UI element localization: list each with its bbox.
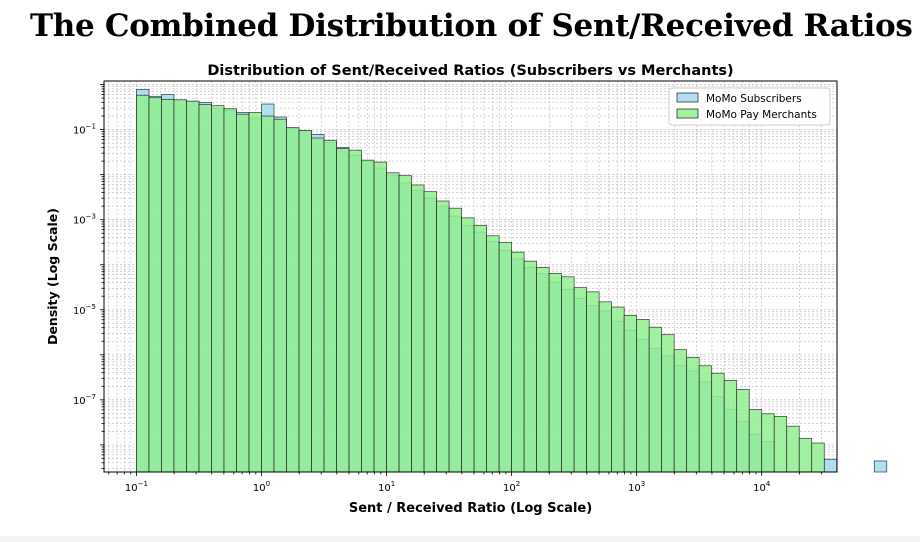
merchant-bar (448, 207, 462, 473)
merchant-bar (598, 301, 613, 473)
y-tick-label: 10−5 (73, 303, 96, 317)
merchant-bar (411, 184, 425, 473)
y-axis-label: Density (Log Scale) (45, 208, 60, 345)
merchant-bar (673, 349, 688, 473)
merchant-bar (236, 113, 250, 473)
merchant-bar (686, 356, 700, 473)
merchant-bar (736, 389, 750, 473)
merchant-bar (661, 334, 675, 473)
y-tick-label: 10−3 (73, 213, 96, 227)
merchant-bar (561, 276, 575, 473)
merchant-bar (611, 306, 625, 473)
legend-swatch (676, 108, 699, 119)
plot-frame (103, 80, 838, 473)
axis-ticks: 10−1 100 101 102 103 104 10−1 10−3 10−5 10−7 (73, 84, 822, 494)
merchant-bar (323, 139, 337, 473)
merchant-bar (648, 326, 663, 473)
merchant-bar (423, 191, 437, 473)
merchant-bar (698, 365, 713, 473)
x-tick-label: 102 (503, 480, 520, 494)
merchant-bar (636, 319, 650, 473)
subscriber-bar (873, 460, 888, 473)
merchant-bar (498, 242, 512, 473)
merchant-bar (798, 437, 813, 473)
merchant-bar (161, 98, 175, 473)
merchant-bar (486, 235, 500, 473)
merchant-bar (761, 413, 775, 473)
merchant-bar (623, 315, 638, 473)
merchant-bar (298, 130, 312, 473)
merchant-bar (373, 161, 387, 473)
merchant-bar (173, 99, 187, 473)
legend-label: MoMo Pay Merchants (706, 109, 817, 121)
merchant-bar (398, 175, 412, 473)
merchant-bar (711, 372, 725, 473)
chart-title: Distribution of Sent/Received Ratios (Su… (207, 63, 733, 79)
histogram-bars (136, 89, 888, 473)
merchant-bar (136, 94, 150, 473)
merchant-bar (723, 380, 738, 473)
merchant-bar (273, 118, 287, 473)
merchant-bar (748, 409, 763, 473)
merchant-bar (348, 149, 362, 473)
x-tick-label: 10−1 (125, 480, 148, 494)
x-tick-label: 104 (753, 480, 771, 494)
merchant-bar (198, 104, 212, 473)
merchant-bar (211, 105, 225, 473)
merchant-bar (586, 291, 600, 473)
legend: MoMo Subscribers MoMo Pay Merchants (668, 87, 831, 126)
x-tick-label: 100 (253, 480, 270, 494)
merchant-bar (786, 425, 800, 473)
merchant-bar (361, 159, 375, 473)
x-axis-label: Sent / Received Ratio (Log Scale) (349, 501, 592, 516)
legend-label: MoMo Subscribers (706, 93, 802, 105)
subscriber-bar (823, 458, 838, 473)
legend-swatch (676, 92, 699, 103)
merchant-bar (548, 273, 562, 473)
merchant-bar (461, 217, 475, 473)
x-tick-label: 101 (378, 480, 395, 494)
merchant-bar (536, 267, 550, 473)
page-title: The Combined Distribution of Sent/Receiv… (30, 8, 913, 44)
merchant-bar (186, 100, 200, 473)
merchant-bar (473, 224, 487, 473)
merchant-bar (223, 108, 237, 473)
merchant-bar (286, 127, 300, 473)
merchant-bar (573, 287, 587, 473)
merchant-bar (386, 172, 400, 473)
bottom-divider (0, 536, 920, 542)
merchant-bar (311, 137, 325, 473)
merchant-bar (261, 115, 275, 473)
y-tick-label: 10−1 (73, 123, 96, 137)
merchant-bar (248, 112, 262, 473)
merchant-bar (773, 416, 788, 473)
x-tick-label: 103 (628, 480, 645, 494)
merchant-bar (336, 148, 350, 473)
merchant-bar (811, 442, 825, 473)
merchant-bar (523, 260, 537, 473)
merchant-bar (148, 97, 162, 473)
merchant-bar (436, 200, 450, 473)
legend-box (668, 87, 831, 126)
merchant-bar (511, 251, 525, 473)
y-tick-label: 10−7 (73, 393, 96, 407)
